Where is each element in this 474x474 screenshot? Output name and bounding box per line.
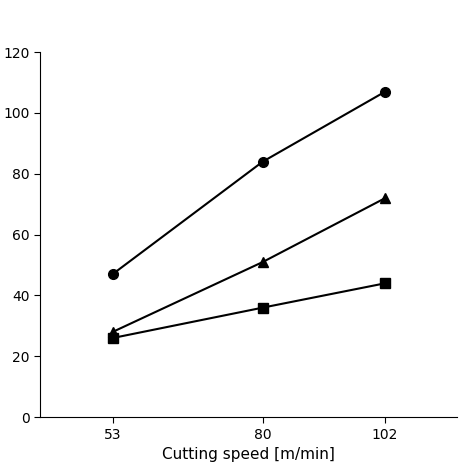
0.05	[260, 259, 265, 265]
0.025	[110, 335, 116, 341]
0.1	[110, 271, 116, 277]
0.025	[260, 305, 265, 310]
Line: 0.025: 0.025	[108, 278, 390, 343]
0.1	[260, 159, 265, 164]
X-axis label: Cutting speed [m/min]: Cutting speed [m/min]	[163, 447, 335, 462]
0.025	[382, 281, 388, 286]
0.1	[382, 89, 388, 94]
Line: 0.1: 0.1	[108, 87, 390, 279]
0.05	[110, 329, 116, 335]
0.05	[382, 195, 388, 201]
Line: 0.05: 0.05	[108, 193, 390, 337]
